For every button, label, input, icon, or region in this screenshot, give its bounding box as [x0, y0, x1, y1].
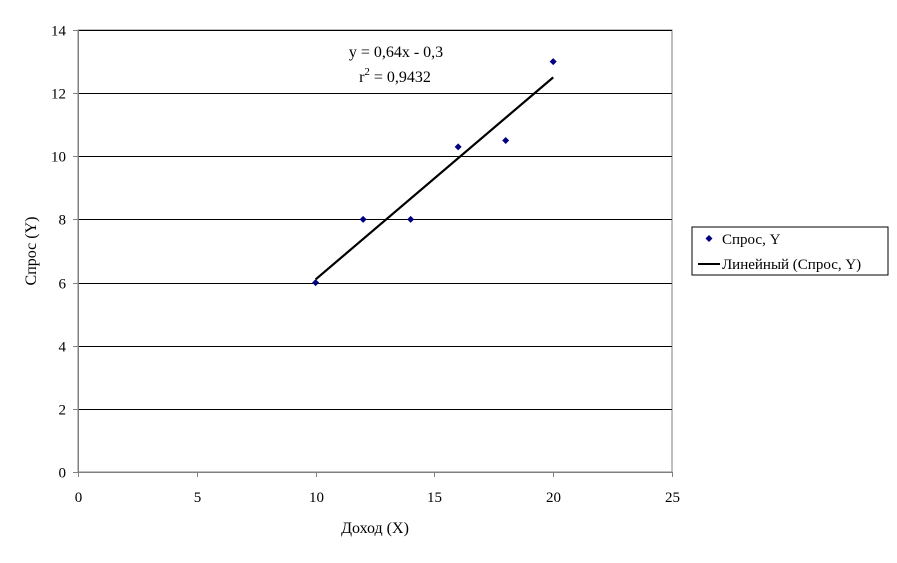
y-tick-label: 14	[51, 24, 67, 40]
legend-label-scatter: Спрос, Y	[722, 232, 781, 248]
legend: Спрос, Y Линейный (Спрос, Y)	[691, 226, 889, 276]
y-tick-label: 6	[59, 277, 67, 293]
x-tick-label: 15	[427, 490, 442, 506]
axes: 0 2 4 6 8 10 12 14 0 5 10 15 20 25	[51, 24, 680, 507]
data-point	[407, 215, 415, 223]
r-squared-label: r2 = 0,9432	[359, 66, 431, 86]
plot-area	[77, 29, 673, 473]
y-tick-label: 10	[51, 150, 66, 166]
y-tick-label: 12	[51, 87, 66, 103]
x-tick-label: 20	[546, 490, 561, 506]
legend-box	[691, 226, 889, 276]
data-point	[502, 137, 510, 144]
data-point	[549, 58, 557, 66]
grid-lines	[78, 30, 672, 410]
r-squared-exponent: 2	[364, 66, 370, 78]
r-squared-value: = 0,9432	[370, 69, 431, 86]
legend-marker-diamond-icon	[705, 235, 713, 242]
data-point	[359, 215, 367, 223]
trendline-equation: y = 0,64x - 0,3	[349, 44, 443, 61]
trendline	[314, 76, 554, 281]
x-tick-label: 10	[309, 490, 324, 506]
y-axis-title: Спрос (Y)	[23, 217, 40, 286]
y-tick-label: 4	[59, 340, 67, 356]
legend-label-trendline: Линейный (Спрос, Y)	[722, 257, 861, 273]
y-tick-label: 8	[59, 213, 67, 229]
y-tick-label: 0	[59, 466, 67, 482]
r-squared-prefix: r	[359, 69, 365, 86]
data-point	[454, 143, 462, 151]
x-axis-title: Доход (X)	[341, 520, 409, 537]
series	[312, 58, 557, 287]
y-tick-label: 2	[59, 403, 67, 419]
x-tick-label: 0	[75, 490, 83, 506]
x-tick-label: 25	[665, 490, 680, 506]
x-tick-label: 5	[194, 490, 202, 506]
data-point	[312, 279, 320, 287]
